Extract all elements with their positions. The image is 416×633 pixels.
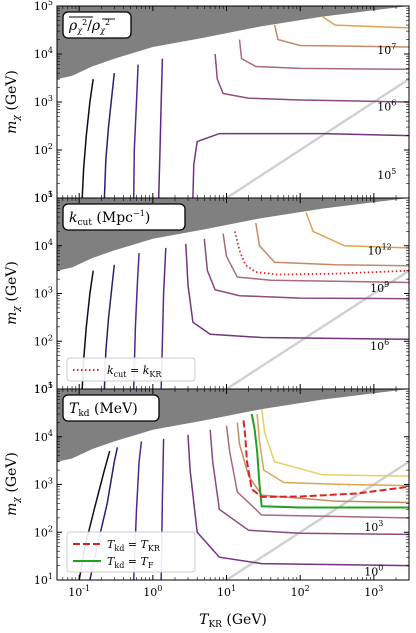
contour-line-1 [103,73,116,198]
y-axis-label-bottom: mχ (GeV) [4,452,22,516]
y-tick-label: 104 [34,46,53,61]
y-tick-label: 102 [34,333,53,348]
panel-middle: 101 102 103 104 105 1012 109 106 kcut (Mpc−1) kcu… [34,190,410,396]
contour-line-5 [209,429,409,536]
contour-label: 109 [370,280,389,295]
contour-label: 107 [377,42,396,57]
contour-label: 103 [364,519,383,534]
contour-label: 106 [377,99,396,114]
y-tick-label: 102 [34,142,53,157]
x-tick-label: 10-1 [68,584,90,599]
panel-title-box: kcut (Mpc−1) [62,203,186,231]
y-tick-label: 103 [34,477,53,492]
y-tick-label: 101 [34,190,53,205]
legend-label: kcut = kKR [107,364,162,379]
contour-line-8 [256,413,409,487]
y-tick-label: 105 [34,0,53,13]
y-tick-label: 105 [34,381,53,396]
contour-line-4 [185,243,409,341]
excluded-region [57,6,409,80]
contour-line-6 [222,233,409,284]
x-tick-label: 103 [364,584,383,599]
panel-title-box: Tkd (MeV) [62,394,160,422]
contour-line-7 [255,222,409,267]
x-tick-label: 101 [217,584,236,599]
contour-line-9 [260,407,409,477]
contour-label: 1012 [368,242,392,257]
panel-title: kcut (Mpc−1) [69,209,150,228]
contour-line-5 [214,53,409,103]
panel-title-box: ρχ2/ρχ2 [62,11,132,39]
y-axis-label-middle: mχ (GeV) [4,261,22,325]
tkd-equals-tf-line [250,413,409,509]
contour-label: 105 [377,167,396,182]
y-tick-label: 103 [34,286,53,301]
y-axis-label-top: mχ (GeV) [4,70,22,134]
diagonal-reference-line [225,460,409,580]
contour-line-3 [157,58,164,198]
contour-line-0 [81,78,94,198]
legend: kcut = kKR [66,357,196,382]
x-tick-label: 100 [143,584,162,599]
contour-line-2 [132,64,139,198]
contour-line-7 [273,24,409,48]
diagonal-reference-line [225,78,409,198]
contour-label: 106 [370,338,389,353]
y-tick-label: 103 [34,94,53,109]
y-tick-label: 104 [34,238,53,253]
x-axis-label: TKR (GeV) [199,612,267,630]
y-tick-label: 102 [34,524,53,539]
contour-line-8 [321,15,409,29]
diagonal-reference-line [225,269,409,389]
legend-label: Tkd = TKR [107,538,161,553]
y-tick-label: 101 [34,381,53,396]
contour-line-6 [225,425,409,519]
contour-line-4 [187,434,409,567]
contour-line-7 [236,422,409,504]
contour-line-5 [203,238,409,300]
y-tick-label: 105 [34,190,53,205]
contour-line-8 [305,212,409,249]
legend: Tkd = TKR Tkd = TF [66,531,196,573]
panel-bottom: 101 102 103 104 105 10-1 100 101 102 103 103 100 Tkd… [34,381,410,599]
contour-line-4 [192,132,409,198]
contour-label: 100 [364,564,383,579]
y-tick-label: 104 [34,429,53,444]
contour-line-6 [238,39,409,71]
kcut-equals-kkr-line [234,231,409,276]
legend-label: Tkd = TF [107,555,154,570]
x-tick-label: 102 [291,584,310,599]
panel-title: ρχ2/ρχ2 [68,18,110,35]
panel-title: Tkd (MeV) [69,401,138,419]
tkd-equals-tkr-line [242,420,409,498]
y-tick-label: 101 [34,572,53,587]
